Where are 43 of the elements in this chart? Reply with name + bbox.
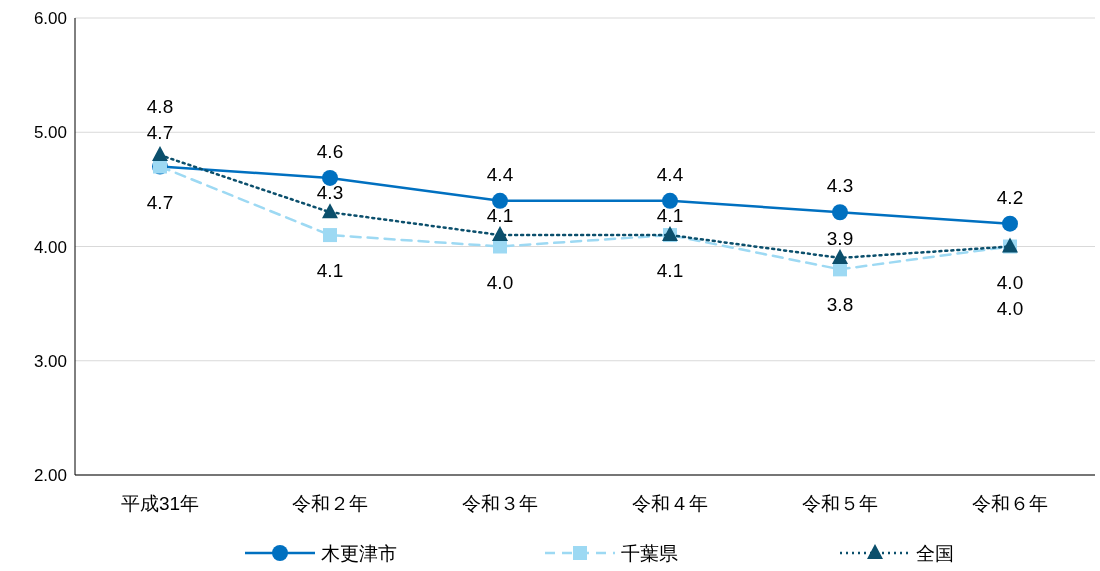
- y-tick-label: 6.00: [33, 9, 67, 28]
- x-tick-label: 平成31年: [120, 493, 200, 514]
- data-label: 4.3: [316, 182, 344, 204]
- y-tick-label: 5.00: [33, 123, 67, 143]
- data-label: 4.1: [316, 260, 344, 282]
- legend-label: 木更津市: [321, 543, 397, 564]
- x-tick-label: 令和５年: [802, 493, 878, 514]
- y-tick-label: 4.00: [33, 237, 67, 257]
- point: [493, 239, 507, 254]
- data-label: 4.0: [996, 297, 1024, 319]
- data-label: 3.9: [826, 227, 854, 249]
- x-tick-label: 令和２年: [292, 493, 368, 514]
- data-label: 4.4: [656, 163, 684, 185]
- data-label: 4.7: [146, 122, 174, 144]
- x-tick-label: 令和６年: [972, 493, 1048, 514]
- point: [832, 248, 848, 264]
- data-label: 4.1: [486, 205, 514, 227]
- legend-label: 全国: [916, 543, 954, 564]
- data-label: 4.3: [826, 175, 854, 197]
- data-label: 4.0: [486, 271, 514, 293]
- point: [1002, 215, 1018, 232]
- y-tick-label: 2.00: [33, 466, 67, 485]
- point: [323, 228, 337, 243]
- data-label: 4.7: [146, 191, 174, 213]
- point: [492, 226, 508, 242]
- data-label: 4.8: [146, 96, 174, 118]
- x-tick-label: 令和４年: [632, 493, 708, 514]
- legend-label: 千葉県: [621, 543, 678, 564]
- point: [152, 146, 168, 162]
- data-label: 4.6: [316, 140, 344, 162]
- data-label: 3.8: [826, 294, 854, 316]
- data-label: 4.1: [656, 260, 684, 282]
- point: [322, 169, 338, 186]
- data-label: 4.4: [486, 163, 514, 185]
- point: [322, 203, 338, 219]
- data-label: 4.0: [996, 271, 1024, 293]
- data-label: 4.1: [656, 205, 684, 227]
- y-tick-label: 3.00: [33, 351, 67, 371]
- x-tick-label: 令和３年: [462, 493, 538, 514]
- point: [832, 204, 848, 221]
- point: [662, 192, 678, 209]
- data-label: 4.2: [996, 186, 1024, 208]
- point: [492, 192, 508, 209]
